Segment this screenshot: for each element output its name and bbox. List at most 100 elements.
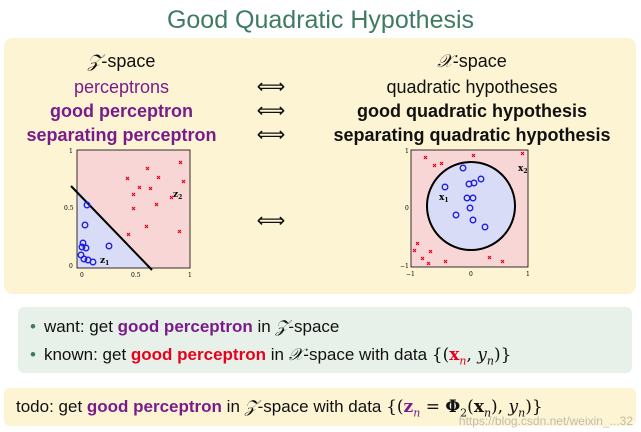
x-negative-point <box>520 151 525 156</box>
x-negative-point <box>487 255 492 260</box>
x-negative-point <box>423 155 428 160</box>
bullet-emphasis: good perceptron <box>117 317 253 336</box>
x-negative-point <box>443 259 448 264</box>
x-negative-point <box>415 241 420 246</box>
z-negative-points <box>125 160 186 237</box>
z-y-tick: 0 <box>69 263 73 270</box>
bullet-known: • known: get good perceptron in 𝒳-space w… <box>30 342 511 368</box>
x-positive-points <box>441 164 489 231</box>
bullet-emphasis: good perceptron <box>130 345 266 364</box>
bullet-dot-icon: • <box>30 345 36 364</box>
z-negative-point <box>169 195 174 200</box>
x-positive-point <box>470 179 478 187</box>
z-positive-point <box>78 243 86 251</box>
z-space-header: 𝒵-space <box>4 49 239 73</box>
x-space-label: -space <box>452 51 507 71</box>
z-positive-point <box>80 255 88 263</box>
transformed-data-formula: {(zn = Φ2(xn), yn)} <box>386 397 543 420</box>
z-negative-point <box>177 229 182 234</box>
todo-text: todo: get <box>16 397 87 416</box>
x-negative-point <box>426 261 431 266</box>
z-x-tick: 1 <box>188 272 192 279</box>
z-negative-point <box>148 186 153 191</box>
x-space-header: 𝒳-space <box>304 49 640 73</box>
x-negative-point <box>500 259 505 264</box>
row-good-quadratic-hypothesis: good quadratic hypothesis <box>356 101 588 121</box>
z-x-tick: 0 <box>80 272 84 279</box>
x1-label: x1 <box>439 193 449 204</box>
z2-label: z2 <box>173 190 182 201</box>
bullet-text: want: get <box>43 317 118 336</box>
z1-label: z1 <box>100 256 109 267</box>
x-positive-point <box>452 211 460 219</box>
x-y-tick: 0 <box>405 205 409 212</box>
x-positive-point <box>441 183 449 191</box>
z-positive-point <box>79 239 87 247</box>
equivalence-arrow: ⟺ <box>256 100 286 122</box>
z-negative-point <box>178 160 183 165</box>
z-positive-point <box>89 258 97 266</box>
equivalence-arrow: ⟺ <box>256 76 286 98</box>
z-positive-point <box>82 244 90 252</box>
x-positive-point <box>466 204 474 212</box>
x-negative-point <box>439 161 444 166</box>
x-negative-point <box>412 248 417 253</box>
bullet-box: • want: get good perceptron in 𝒵-space • k… <box>18 307 632 373</box>
row-good-perceptron: good perceptron <box>50 101 193 121</box>
z-negative-point <box>137 185 142 190</box>
z-positive-point <box>83 201 91 209</box>
slide-title: Good Quadratic Hypothesis <box>166 6 475 34</box>
z-negative-point <box>145 166 150 171</box>
z-space-label: -space <box>101 51 156 71</box>
x-negative-point <box>420 256 425 261</box>
x-positive-point <box>481 223 489 231</box>
row-quadratic-hypotheses: quadratic hypotheses <box>386 77 558 97</box>
x-positive-point <box>477 175 485 183</box>
z-y-tick: 0.5 <box>64 205 74 212</box>
x-positive-point <box>469 216 477 224</box>
todo-emphasis: good perceptron <box>86 397 222 416</box>
row-perceptrons: perceptrons <box>73 77 170 97</box>
data-set-formula: {(xn, yn)} <box>431 345 512 368</box>
watermark: https://blog.csdn.net/weixin_...32 <box>458 414 633 428</box>
bullet-text: -space <box>288 317 340 336</box>
z-positive-point <box>81 221 89 229</box>
z-positive-points <box>77 201 113 266</box>
todo-space-symbol: 𝒵 <box>244 397 258 417</box>
z-negative-point <box>154 202 159 207</box>
z-negative-point <box>144 224 149 229</box>
bullet-text: known: get <box>43 345 131 364</box>
x-x-tick: 1 <box>526 271 530 278</box>
bullet-space-symbol: 𝒳 <box>288 345 304 365</box>
z-negative-point <box>125 176 130 181</box>
z-space-symbol: 𝒵 <box>87 51 102 72</box>
plots-equivalence-arrow: ⟺ <box>256 210 286 232</box>
bullet-text: in <box>252 317 276 336</box>
z-x-tick: 0.5 <box>131 272 141 279</box>
z-y-tick: 1 <box>69 148 73 155</box>
todo-text: in <box>221 397 245 416</box>
x-x-tick: −1 <box>406 271 415 278</box>
equivalence-arrow: ⟺ <box>256 124 286 146</box>
z-negative-point <box>131 192 136 197</box>
todo-box: todo: get good perceptron in 𝒵-space wit… <box>4 388 636 426</box>
x2-label: x2 <box>518 164 528 175</box>
x-plot-frame <box>410 149 529 268</box>
comparison-panel: 𝒵-space 𝒳-space perceptrons ⟺ quadratic … <box>4 38 636 294</box>
z-positive-point <box>105 242 113 250</box>
x-negative-point <box>471 153 476 158</box>
z-space-plot: 0 0.5 1 0 0.5 1 <box>64 148 192 279</box>
x-positive-point <box>459 164 467 172</box>
row-separating-quadratic-hypothesis: separating quadratic hypothesis <box>333 125 611 145</box>
todo-text: -space with data <box>257 397 387 416</box>
x-negative-point <box>432 163 437 168</box>
z-plot-separating-line <box>70 185 153 271</box>
x-y-tick: −1 <box>400 263 409 270</box>
bullet-space-symbol: 𝒵 <box>275 317 289 337</box>
bullet-dot-icon: • <box>30 317 36 336</box>
x-space-plot: −1 0 1 −1 0 1 <box>400 148 530 278</box>
z-negative-point <box>131 206 136 211</box>
bullet-text: -space with data <box>303 345 432 364</box>
x-negative-point <box>428 249 433 254</box>
x-negative-points <box>412 151 525 266</box>
